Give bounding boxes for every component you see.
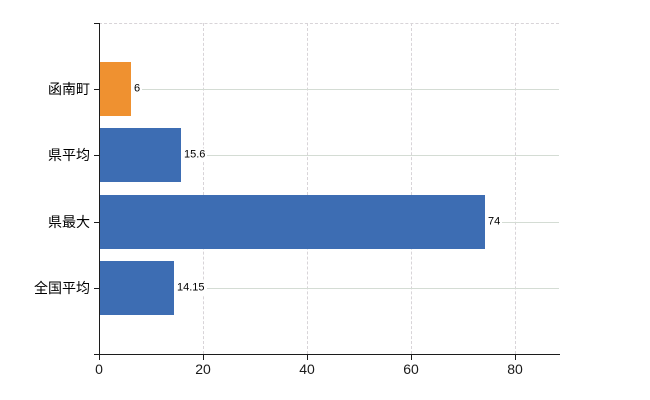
x-tick-mark <box>307 355 308 360</box>
vertical-gridline <box>307 23 308 354</box>
category-label: 県最大 <box>48 214 90 230</box>
bar-value-label: 15.6 <box>181 148 208 162</box>
x-tick-label: 0 <box>95 361 103 377</box>
y-tick-mark <box>94 89 99 90</box>
category-gridline <box>100 155 559 156</box>
y-tick-mark <box>94 155 99 156</box>
category-label: 全国平均 <box>34 280 90 296</box>
x-tick-label: 80 <box>507 361 523 377</box>
vertical-gridline <box>515 23 516 354</box>
bar-value-label: 74 <box>485 215 503 229</box>
plot-top-border <box>99 23 559 24</box>
x-tick-label: 40 <box>299 361 315 377</box>
plot-area: 6 15.6 74 14.15 <box>99 23 559 354</box>
vertical-gridline <box>203 23 204 354</box>
bar-3 <box>100 261 174 315</box>
x-tick-mark <box>99 355 100 360</box>
y-tick-mark <box>94 288 99 289</box>
bar-0 <box>100 62 131 116</box>
x-tick-mark <box>515 355 516 360</box>
category-label: 函南町 <box>48 81 90 97</box>
y-axis-end-tick <box>94 23 99 24</box>
bar-1 <box>100 128 181 182</box>
x-tick-label: 60 <box>403 361 419 377</box>
y-tick-mark <box>94 222 99 223</box>
bar-value-label: 14.15 <box>174 281 207 295</box>
category-gridline <box>100 89 559 90</box>
category-gridline <box>100 288 559 289</box>
category-label: 県平均 <box>48 147 90 163</box>
x-tick-mark <box>411 355 412 360</box>
bar-value-label: 6 <box>131 82 143 96</box>
y-axis-line <box>99 23 100 355</box>
vertical-gridline <box>411 23 412 354</box>
bar-2 <box>100 195 485 249</box>
x-axis-line <box>94 354 560 355</box>
x-tick-mark <box>203 355 204 360</box>
x-tick-label: 20 <box>195 361 211 377</box>
